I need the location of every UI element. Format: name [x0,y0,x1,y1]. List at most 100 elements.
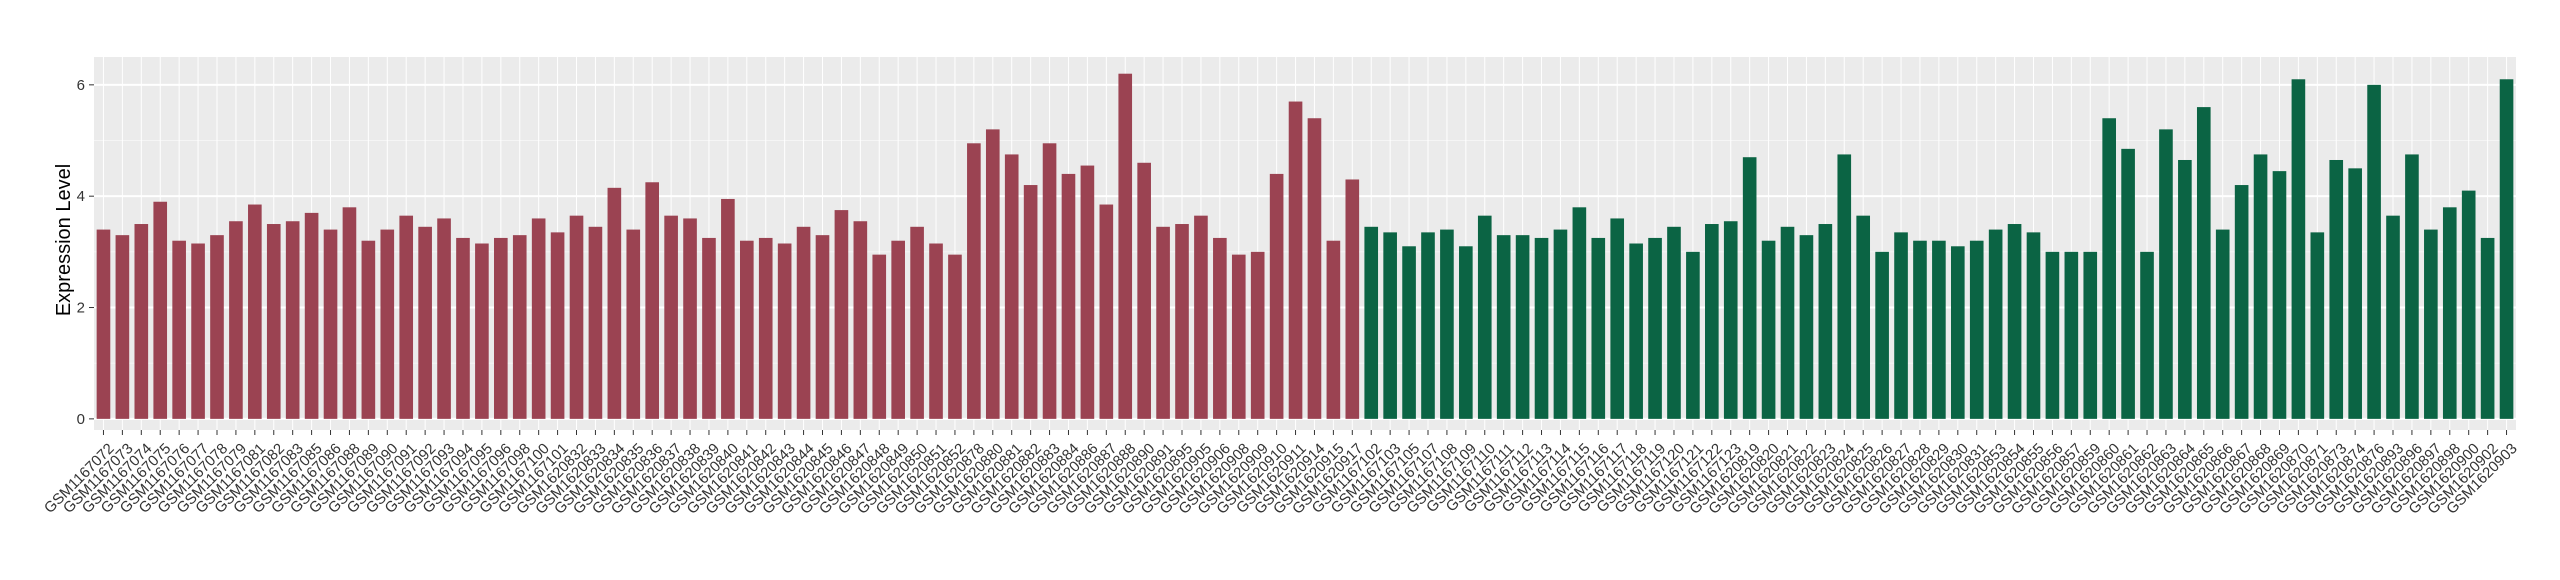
bar [1610,218,1625,419]
bar [475,243,489,419]
bar [1364,226,1379,419]
bar [683,218,697,419]
y-tick-label: 4 [77,188,85,205]
bar [1515,235,1530,419]
bar [1402,246,1416,419]
bar [437,218,451,419]
bar [172,240,186,419]
bar [1629,243,1643,419]
bar [2348,168,2362,419]
bar [2461,190,2476,419]
bar [1667,226,1681,419]
y-tick-label: 6 [77,77,85,94]
bar [2121,148,2135,419]
bar [2196,107,2211,419]
bar [1326,240,1341,419]
bar [1137,162,1151,419]
bar [739,240,754,419]
bar [1761,240,1776,419]
bar [1421,232,1435,419]
bar [1288,101,1303,419]
bar [380,229,395,419]
bar [456,237,470,419]
bar [1061,173,1076,419]
bar [588,226,603,419]
bar [1837,154,1852,419]
bar [1175,224,1189,419]
bar [2405,154,2419,419]
bar [229,221,243,419]
bar [2291,79,2306,419]
bar [342,207,357,419]
bar [399,215,414,419]
bar [1250,251,1265,419]
bar [2178,159,2192,419]
bar [1780,226,1795,419]
bar [1591,237,1606,419]
bar [2424,229,2438,419]
bar [2329,159,2344,419]
bar [1194,215,1208,419]
y-tick-label: 0 [77,411,85,428]
bar [2215,229,2230,419]
bar [1099,204,1114,419]
bar [2253,154,2268,419]
bar [664,215,678,419]
bar [2045,251,2060,419]
bar [1648,237,1662,419]
bar [1459,246,1473,419]
y-axis-label: Expression Level [53,164,75,316]
bar [1080,165,1095,419]
bar [929,243,943,419]
bar [2480,237,2495,419]
bar [1004,154,1019,419]
bar [1118,73,1133,419]
bar [2064,251,2079,419]
bar [967,143,981,419]
bar [1818,224,1833,419]
bar [323,229,338,419]
bar [2083,251,2098,419]
bar [304,212,319,419]
bar [1345,179,1360,419]
bar [1723,221,1738,419]
bar [948,254,962,419]
bar [815,235,830,419]
bar [2140,251,2154,419]
bar [1496,235,1511,419]
bar [1742,157,1757,419]
bar [1988,229,2003,419]
bar [2386,215,2400,419]
bar [550,232,565,419]
bar [2159,129,2173,419]
bar [266,224,281,419]
bar [494,237,508,419]
bar [115,235,130,419]
bar [1534,237,1549,419]
bar [1383,232,1397,419]
y-tick-label: 2 [77,300,85,317]
bar [834,210,849,419]
bar [1932,240,1946,419]
bar [626,229,641,419]
bar [910,226,924,419]
bar [2499,79,2514,419]
bar [1705,224,1719,419]
bar [758,237,773,419]
bar [248,204,262,419]
bar [1477,215,1492,419]
bar [2367,84,2381,419]
bar [134,224,149,419]
bar [2026,232,2041,419]
bar [2102,118,2116,419]
bar [1856,215,1871,419]
bar [210,235,224,419]
bar [2234,185,2249,419]
bar [1269,173,1284,419]
bar [607,187,622,419]
bar [1686,251,1700,419]
bar [1913,240,1927,419]
bar [1156,226,1170,419]
